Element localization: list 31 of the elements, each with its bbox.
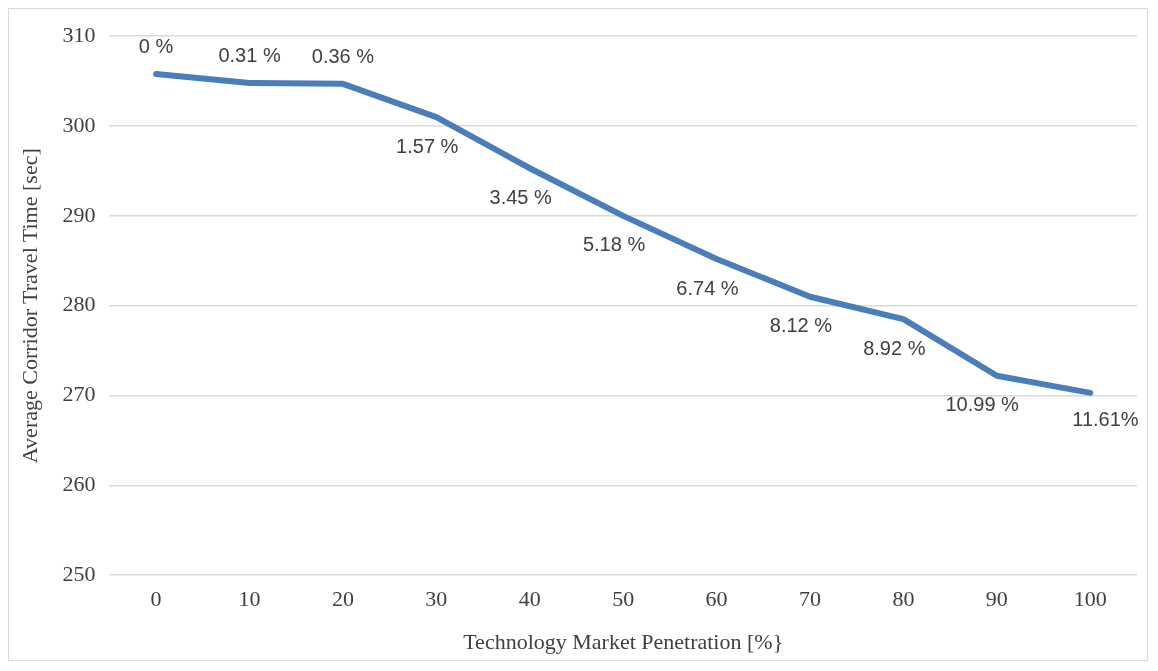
x-tick-label: 70 <box>799 586 822 612</box>
y-tick-label: 310 <box>62 21 96 47</box>
annotation: 5.18 % <box>582 233 646 256</box>
x-tick-label: 100 <box>1073 586 1107 612</box>
annotation: 10.99 % <box>945 393 1020 416</box>
x-tick-label: 40 <box>518 586 541 612</box>
annotation: 8.92 % <box>863 336 926 359</box>
annotation: 3.45 % <box>489 185 552 208</box>
y-tick-label: 260 <box>62 471 96 497</box>
annotation: 1.57 % <box>396 134 459 157</box>
annotation: 0 % <box>138 35 174 58</box>
x-tick-label: 60 <box>705 586 728 612</box>
y-axis-title: Average Corridor Travel Time [sec] <box>16 148 42 464</box>
x-tick-label: 90 <box>985 586 1008 612</box>
annotation: 11.61% <box>1072 408 1139 431</box>
annotation: 0.31 % <box>218 44 281 67</box>
x-tick-label: 80 <box>892 586 915 612</box>
y-tick-label: 290 <box>62 201 96 227</box>
y-tick-label: 300 <box>62 111 96 137</box>
annotation: 6.74 % <box>676 276 739 299</box>
x-tick-label: 50 <box>612 586 635 612</box>
annotation: 0.36 % <box>311 45 375 68</box>
y-tick-label: 280 <box>62 291 96 317</box>
x-tick-label: 20 <box>331 586 354 612</box>
x-axis-title: Technology Market Penetration [%} <box>463 628 784 654</box>
x-tick-label: 0 <box>150 586 162 612</box>
annotation: 8.12 % <box>769 314 833 337</box>
y-tick-label: 250 <box>62 560 96 586</box>
x-tick-label: 10 <box>238 586 261 612</box>
x-tick-label: 30 <box>425 586 448 612</box>
y-tick-label: 270 <box>62 381 96 407</box>
